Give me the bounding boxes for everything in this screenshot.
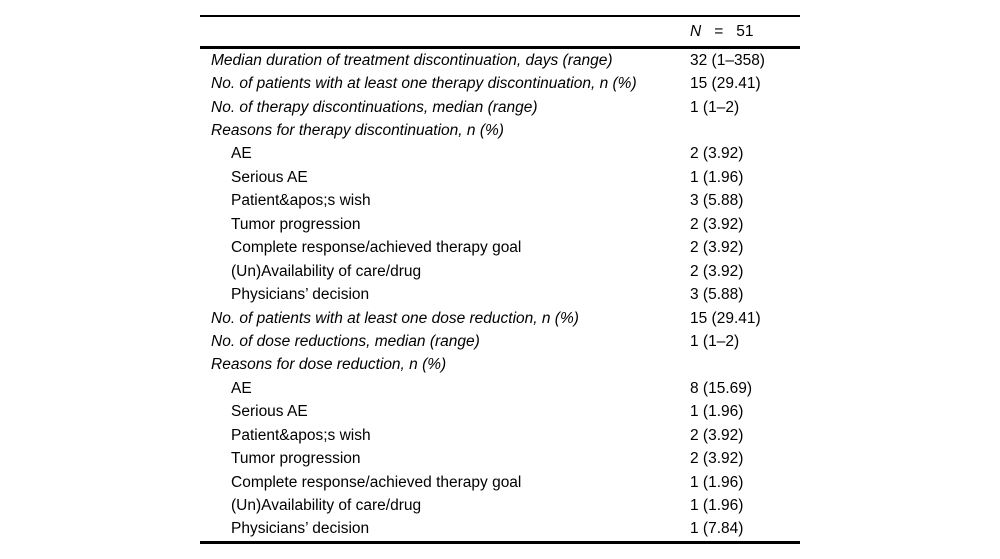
table-row: Serious AE 1 (1.96): [200, 166, 800, 189]
row-label: No. of patients with at least one therap…: [211, 75, 637, 93]
row-value: 32 (1–358): [690, 51, 765, 69]
row-value: 2 (3.92): [690, 145, 744, 163]
table-row: Reasons for therapy discontinuation, n (…: [200, 119, 800, 142]
table-row: Physicians’ decision 1 (7.84): [200, 518, 800, 541]
row-label: Patient&apos;s wish: [231, 426, 371, 444]
table-header-row: N = 51: [200, 17, 800, 46]
row-value: 2 (3.92): [690, 262, 744, 280]
table-row: AE 2 (3.92): [200, 143, 800, 166]
table-row: No. of dose reductions, median (range) 1…: [200, 330, 800, 353]
row-label: Reasons for dose reduction, n (%): [211, 356, 447, 374]
row-label: Reasons for therapy discontinuation, n (…: [211, 122, 504, 140]
table-row: Serious AE 1 (1.96): [200, 401, 800, 424]
row-label: (Un)Availability of care/drug: [231, 262, 422, 280]
row-label: Median duration of treatment discontinua…: [211, 51, 613, 69]
table-bottom-rule: [200, 541, 800, 544]
row-value: 2 (3.92): [690, 450, 744, 468]
row-value: 2 (3.92): [690, 426, 744, 444]
n-value: 51: [736, 22, 754, 40]
row-value: 1 (1.96): [690, 168, 744, 186]
row-value: 8 (15.69): [690, 379, 753, 397]
table-row: (Un)Availability of care/drug 1 (1.96): [200, 494, 800, 517]
row-value: 2 (3.92): [690, 239, 744, 257]
table-top-rule: [200, 15, 800, 17]
row-value: 3 (5.88): [690, 286, 744, 304]
table-row: No. of therapy discontinuations, median …: [200, 96, 800, 119]
row-label: Serious AE: [231, 403, 308, 421]
row-value: 1 (7.84): [690, 520, 744, 538]
header-divider-rule: [200, 46, 800, 49]
n-symbol: N: [690, 22, 702, 40]
row-label: AE: [231, 145, 252, 163]
row-value: 1 (1–2): [690, 98, 740, 116]
row-label: No. of dose reductions, median (range): [211, 332, 480, 350]
row-value: 3 (5.88): [690, 192, 744, 210]
table-row: Complete response/achieved therapy goal …: [200, 471, 800, 494]
table-row: Tumor progression 2 (3.92): [200, 213, 800, 236]
row-label: Tumor progression: [231, 450, 361, 468]
header-value-cell: N = 51: [690, 23, 800, 41]
row-label: Complete response/achieved therapy goal: [231, 473, 522, 491]
equals-sign: =: [714, 22, 724, 40]
row-label: Patient&apos;s wish: [231, 192, 371, 210]
row-label: AE: [231, 379, 252, 397]
row-value: 1 (1.96): [690, 497, 744, 515]
table-row: Reasons for dose reduction, n (%): [200, 354, 800, 377]
row-value: 15 (29.41): [690, 309, 761, 327]
table-body: Median duration of treatment discontinua…: [200, 49, 800, 541]
table-row: Tumor progression 2 (3.92): [200, 447, 800, 470]
row-label: Serious AE: [231, 168, 308, 186]
row-label: (Un)Availability of care/drug: [231, 497, 422, 515]
table-row: No. of patients with at least one dose r…: [200, 307, 800, 330]
row-label: Tumor progression: [231, 215, 361, 233]
row-value: 1 (1.96): [690, 473, 744, 491]
row-label: No. of patients with at least one dose r…: [211, 309, 579, 327]
row-value: 1 (1–2): [690, 332, 740, 350]
row-value: 1 (1.96): [690, 403, 744, 421]
row-label: Physicians’ decision: [231, 520, 370, 538]
table-row: No. of patients with at least one therap…: [200, 72, 800, 95]
table-row: Median duration of treatment discontinua…: [200, 49, 800, 72]
table-row: (Un)Availability of care/drug 2 (3.92): [200, 260, 800, 283]
treatment-discontinuation-table: N = 51 Median duration of treatment disc…: [200, 15, 800, 544]
row-label: Complete response/achieved therapy goal: [231, 239, 522, 257]
table-row: Patient&apos;s wish 3 (5.88): [200, 190, 800, 213]
table-row: Patient&apos;s wish 2 (3.92): [200, 424, 800, 447]
row-label: No. of therapy discontinuations, median …: [211, 98, 538, 116]
table-row: Complete response/achieved therapy goal …: [200, 237, 800, 260]
table-row: AE 8 (15.69): [200, 377, 800, 400]
table-row: Physicians’ decision 3 (5.88): [200, 283, 800, 306]
row-label: Physicians’ decision: [231, 286, 370, 304]
row-value: 2 (3.92): [690, 215, 744, 233]
row-value: 15 (29.41): [690, 75, 761, 93]
